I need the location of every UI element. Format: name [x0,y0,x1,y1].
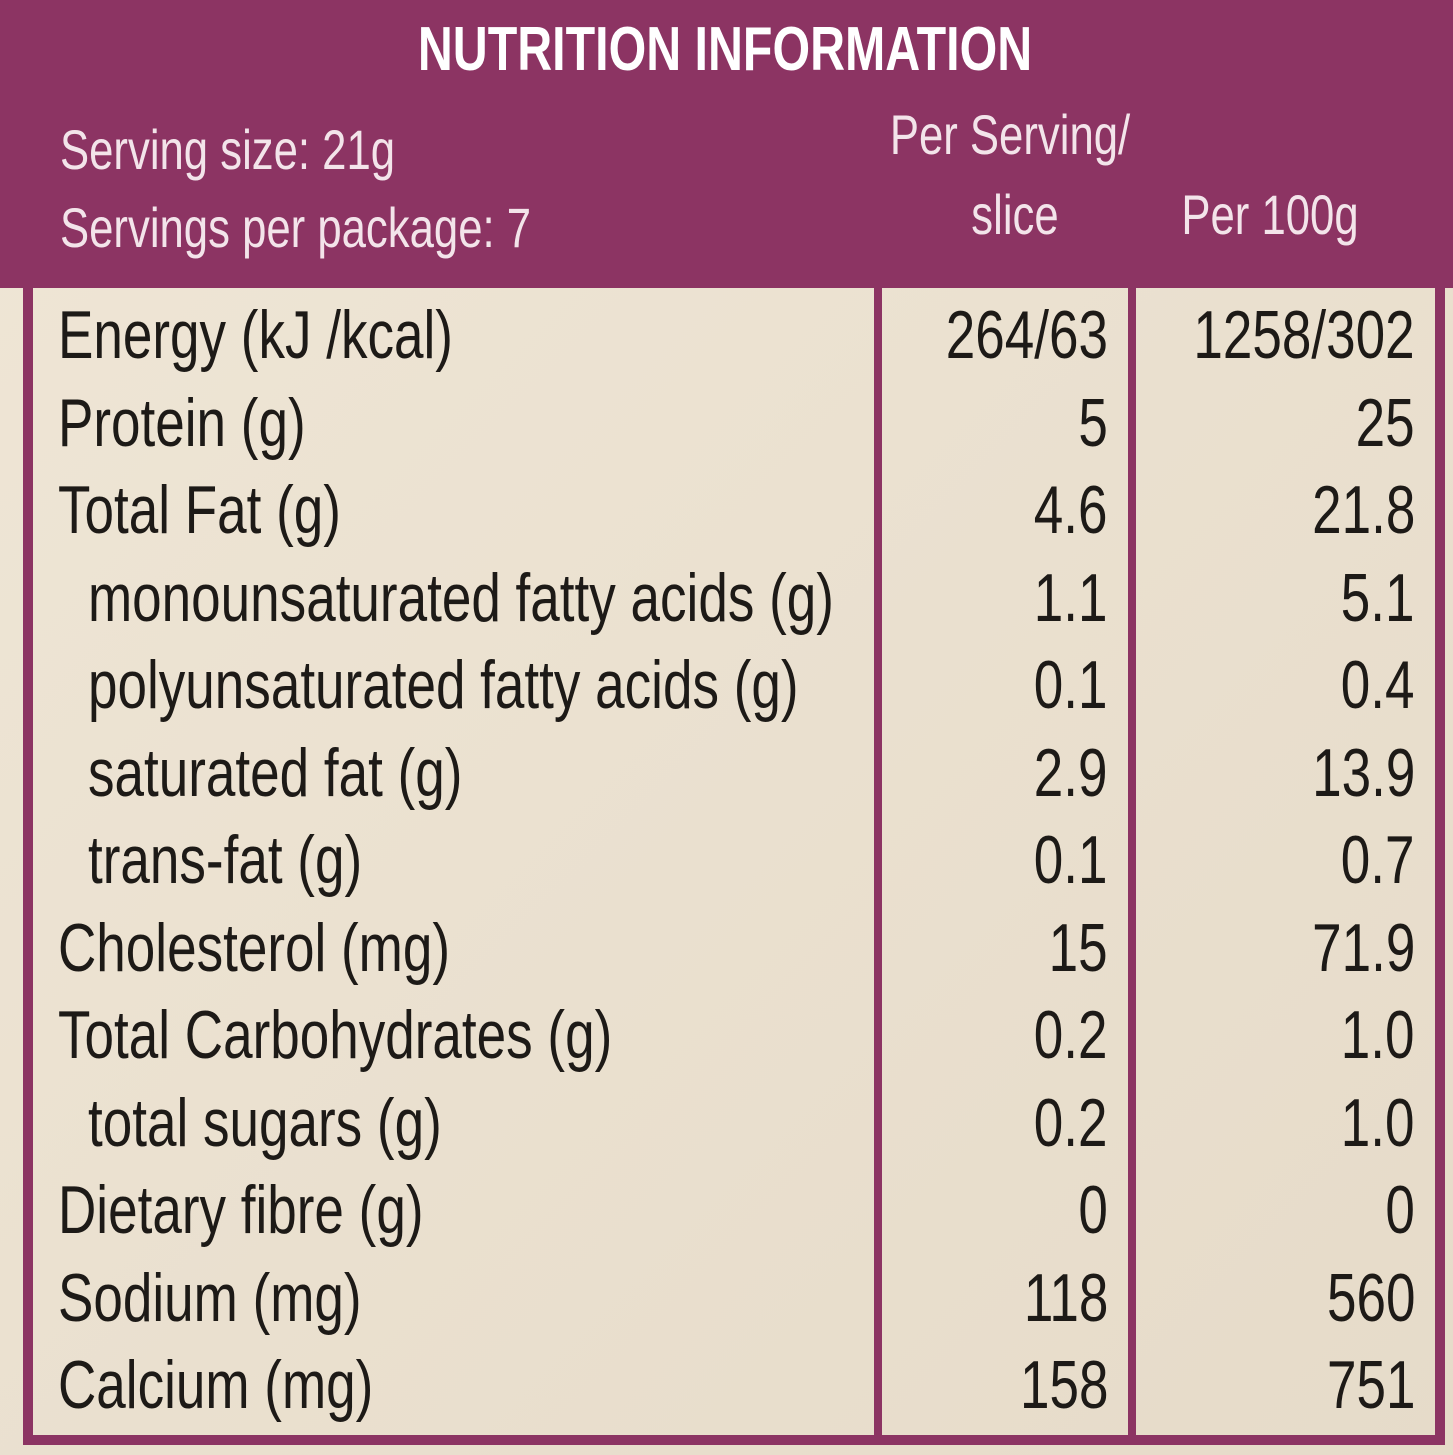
border [23,0,1445,1445]
nutrient-name: Protein (g) [58,384,306,461]
per-serving-value: 0.1 [1034,822,1108,898]
per-serving-value: 158 [1019,1347,1108,1423]
column-header: Per Serving/ [889,103,1131,166]
nutrient-name: saturated fat (g) [88,734,463,811]
per-serving-value: 118 [1023,1259,1108,1336]
nutrient-name: polyunsaturated fatty acids (g) [88,647,799,723]
nutrient-name: Energy (kJ /kcal) [58,297,453,373]
per-100g-value: 1.0 [1341,997,1415,1073]
column-header: slice [971,183,1059,246]
per-100g-value: 0 [1385,1172,1415,1248]
nutrient-name: trans-fat (g) [88,822,363,898]
header-band [0,0,1453,288]
nutrient-name: Total Fat (g) [58,472,341,548]
per-100g-value: 560 [1326,1259,1415,1336]
nutrient-name: monounsaturated fatty acids (g) [88,559,834,636]
per-100g-value: 5.1 [1341,559,1415,636]
per-serving-value: 1.1 [1034,559,1108,636]
per-100g-value: 21.8 [1311,472,1415,548]
serving-size: Serving size: 21g [60,118,396,181]
title: NUTRITION INFORMATION [417,15,1033,84]
per-100g-value: 0.4 [1341,647,1415,723]
nutrient-name: Sodium (mg) [58,1259,362,1336]
per-100g-value: 13.9 [1311,734,1415,811]
per-100g-value: 71.9 [1311,909,1415,986]
per-100g-value: 25 [1356,384,1415,461]
column-header: Per 100g [1181,183,1359,246]
nutrient-name: Dietary fibre (g) [58,1172,424,1248]
nutrient-name: Total Carbohydrates (g) [58,997,613,1073]
per-100g-value: 1258/302 [1193,297,1415,373]
per-serving-value: 0.1 [1034,647,1108,723]
per-serving-value: 5 [1078,384,1108,461]
per-serving-value: 0 [1078,1172,1108,1248]
per-serving-value: 15 [1049,909,1108,986]
per-serving-value: 4.6 [1034,472,1108,548]
per-100g-value: 0.7 [1341,822,1415,898]
per-100g-value: 1.0 [1341,1084,1415,1161]
per-100g-value: 751 [1326,1347,1415,1423]
nutrient-name: Calcium (mg) [58,1347,374,1423]
nutrient-name: Cholesterol (mg) [58,909,451,986]
per-serving-value: 0.2 [1034,1084,1108,1161]
per-serving-value: 0.2 [1034,997,1108,1073]
per-serving-value: 264/63 [945,297,1108,373]
nutrient-name: total sugars (g) [88,1084,442,1161]
servings-per-package: Servings per package: 7 [60,196,532,259]
per-serving-value: 2.9 [1034,734,1108,811]
